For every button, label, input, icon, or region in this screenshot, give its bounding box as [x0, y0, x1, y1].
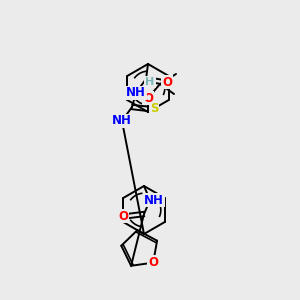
- Text: H: H: [146, 77, 154, 87]
- Text: NH: NH: [126, 86, 146, 100]
- Text: NH: NH: [112, 115, 132, 128]
- Text: O: O: [162, 76, 172, 88]
- Text: O: O: [118, 209, 128, 223]
- Text: O: O: [148, 256, 158, 269]
- Text: NH: NH: [144, 194, 164, 206]
- Text: O: O: [143, 92, 153, 104]
- Text: S: S: [150, 103, 158, 116]
